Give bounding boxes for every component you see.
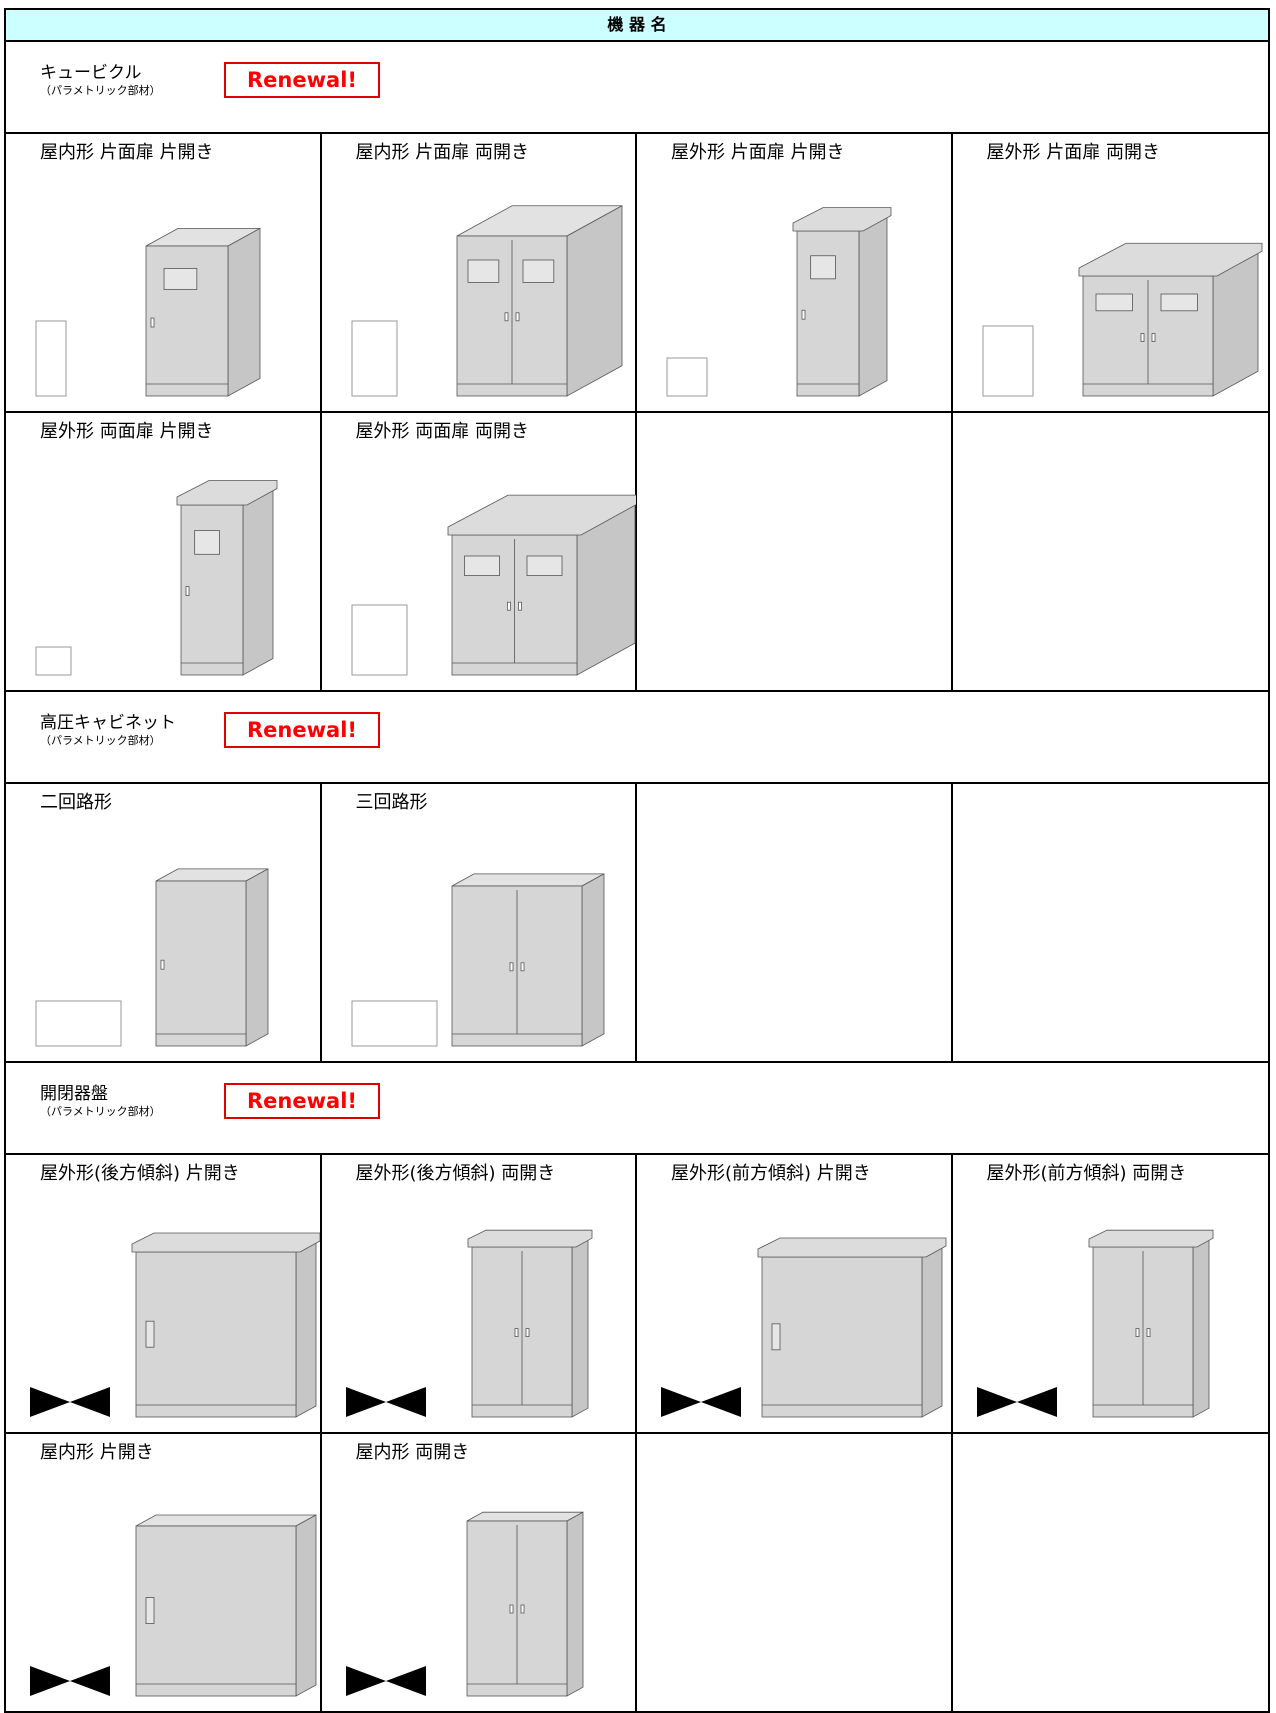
cabinet-drawing: [35, 227, 261, 397]
item-label: 屋内形 片開き: [40, 1442, 154, 1463]
cabinet-drawing: [351, 873, 604, 1047]
item-cell: [953, 784, 1269, 1061]
item-cell: 屋外形 両面扉 片開き: [6, 413, 322, 690]
footprint-icon: [345, 1666, 426, 1696]
cabinet-drawing: [345, 1511, 583, 1697]
item-illustration: [30, 1514, 317, 1697]
footprint-icon: [30, 1666, 110, 1696]
cabinet-drawing: [35, 868, 269, 1047]
item-row: 屋内形 片面扉 片開き 屋内形 片面扉 両開き 屋外形 片面扉 片開き 屋外形 片面扉…: [6, 134, 1268, 413]
item-label: 三回路形: [355, 792, 428, 813]
section-subtitle: （パラメトリック部材）: [40, 1105, 161, 1118]
item-illustration: [351, 205, 622, 397]
renewal-badge: Renewal!: [224, 1083, 380, 1119]
item-illustration: [345, 1511, 583, 1697]
item-cell: 屋外形(前方傾斜) 両開き: [953, 1155, 1269, 1432]
section-header: 高圧キャビネット （パラメトリック部材） Renewal!: [6, 692, 1268, 784]
footprint-icon: [351, 1000, 437, 1047]
item-illustration: [666, 207, 892, 397]
cabinet-drawing: [30, 1514, 317, 1697]
item-row: 二回路形 三回路形: [6, 784, 1268, 1063]
footprint-icon: [351, 604, 407, 676]
item-cell: [637, 1434, 953, 1711]
footprint-icon: [976, 1387, 1057, 1417]
cabinet-drawing: [35, 480, 278, 676]
item-label: 屋外形(前方傾斜) 両開き: [986, 1163, 1187, 1184]
item-label: 屋外形(後方傾斜) 片開き: [40, 1163, 240, 1184]
item-cell: 屋内形 片開き: [6, 1434, 322, 1711]
item-cell: 屋外形(後方傾斜) 両開き: [322, 1155, 637, 1432]
item-cell: [637, 413, 953, 690]
section-subtitle: （パラメトリック部材）: [40, 734, 161, 747]
item-row: 屋内形 片開き 屋内形 両開き: [6, 1434, 1268, 1711]
item-cell: 三回路形: [322, 784, 637, 1061]
section-header: 開閉器盤 （パラメトリック部材） Renewal!: [6, 1063, 1268, 1155]
item-cell: [953, 1434, 1269, 1711]
item-cell: 屋内形 片面扉 片開き: [6, 134, 322, 411]
item-label: 屋外形 片面扉 片開き: [671, 142, 845, 163]
cabinet-drawing: [666, 207, 892, 397]
footprint-icon: [35, 646, 72, 676]
item-cell: 屋外形 両面扉 両開き: [322, 413, 637, 690]
cabinet-drawing: [351, 205, 622, 397]
item-illustration: [351, 494, 636, 676]
cabinet-drawing: [661, 1237, 947, 1418]
item-illustration: [661, 1237, 947, 1418]
section-title: キュービクル: [40, 63, 142, 83]
renewal-badge: Renewal!: [224, 712, 380, 748]
footprint-icon: [35, 320, 67, 397]
footprint-icon: [661, 1387, 741, 1417]
footprint-icon: [35, 1000, 122, 1047]
item-illustration: [30, 1232, 320, 1418]
item-label: 二回路形: [40, 792, 112, 813]
section-header: キュービクル （パラメトリック部材） Renewal!: [6, 42, 1268, 134]
item-cell: 屋外形(前方傾斜) 片開き: [637, 1155, 953, 1432]
item-cell: 屋外形(後方傾斜) 片開き: [6, 1155, 322, 1432]
item-cell: 屋外形 片面扉 両開き: [953, 134, 1269, 411]
cabinet-drawing: [30, 1232, 320, 1418]
footprint-icon: [345, 1387, 426, 1417]
item-illustration: [345, 1229, 592, 1418]
footprint-icon: [30, 1387, 110, 1417]
section-subtitle: （パラメトリック部材）: [40, 84, 161, 97]
item-illustration: [35, 480, 278, 676]
section-title: 高圧キャビネット: [40, 713, 176, 733]
item-label: 屋内形 両開き: [355, 1442, 470, 1463]
item-row: 屋外形 両面扉 片開き 屋外形 両面扉 両開き: [6, 413, 1268, 692]
footprint-icon: [351, 320, 397, 397]
cabinet-drawing: [351, 494, 636, 676]
item-label: 屋外形(後方傾斜) 両開き: [355, 1163, 556, 1184]
item-cell: [637, 784, 953, 1061]
renewal-badge: Renewal!: [224, 62, 380, 98]
item-label: 屋内形 片面扉 両開き: [355, 142, 529, 163]
cabinet-drawing: [345, 1229, 592, 1418]
cabinet-drawing: [982, 242, 1262, 397]
footprint-icon: [666, 357, 708, 397]
section-title: 開閉器盤: [40, 1084, 108, 1104]
item-label: 屋外形(前方傾斜) 片開き: [671, 1163, 871, 1184]
item-illustration: [982, 242, 1262, 397]
item-illustration: [35, 227, 261, 397]
item-illustration: [976, 1229, 1213, 1418]
item-label: 屋外形 両面扉 両開き: [355, 421, 529, 442]
document: 機 器 名 キュービクル （パラメトリック部材） Renewal! 屋内形 片面扉 片…: [4, 8, 1270, 1713]
header-title: 機 器 名: [6, 10, 1268, 42]
item-cell: 屋内形 片面扉 両開き: [322, 134, 637, 411]
item-label: 屋外形 片面扉 両開き: [986, 142, 1160, 163]
item-cell: [953, 413, 1269, 690]
item-row: 屋外形(後方傾斜) 片開き 屋外形(後方傾斜) 両開き 屋外形(前方傾斜) 片開き 屋…: [6, 1155, 1268, 1434]
footprint-icon: [982, 325, 1033, 397]
cabinet-drawing: [976, 1229, 1213, 1418]
item-illustration: [351, 873, 604, 1047]
item-label: 屋内形 片面扉 片開き: [40, 142, 214, 163]
item-illustration: [35, 868, 269, 1047]
item-cell: 二回路形: [6, 784, 322, 1061]
item-label: 屋外形 両面扉 片開き: [40, 421, 214, 442]
item-cell: 屋内形 両開き: [322, 1434, 637, 1711]
item-cell: 屋外形 片面扉 片開き: [637, 134, 953, 411]
